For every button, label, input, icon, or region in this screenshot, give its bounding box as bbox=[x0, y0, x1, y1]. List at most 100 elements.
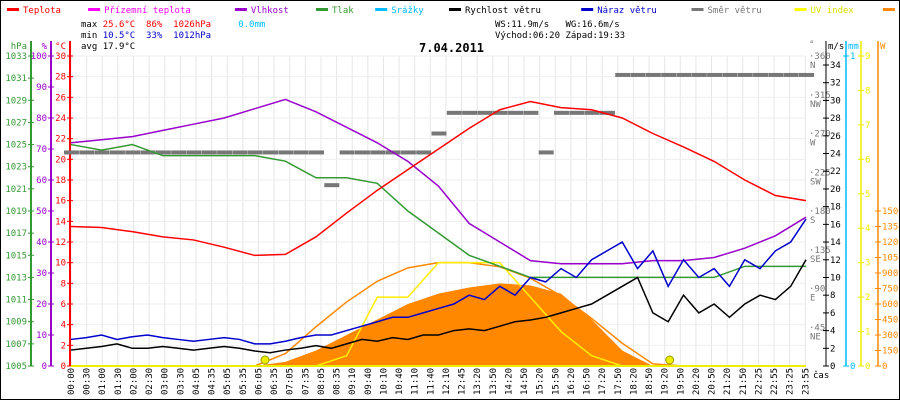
wind-tick-label: 20 bbox=[830, 185, 841, 195]
wind-direction-mark bbox=[416, 150, 432, 155]
solar-tick-label: 600 bbox=[882, 300, 898, 310]
wind-tick-label: 14 bbox=[830, 238, 841, 248]
humidity-tick-label: 0 bbox=[42, 362, 47, 372]
wind-direction-mark bbox=[431, 131, 447, 136]
direction-axis-unit: ° bbox=[809, 40, 814, 50]
x-tick-label: 10:40 bbox=[395, 368, 405, 395]
legend-swatch bbox=[882, 8, 895, 11]
x-tick-label: 15:20 bbox=[536, 368, 546, 395]
wind-direction-mark bbox=[569, 110, 585, 115]
wind-direction-mark bbox=[477, 110, 493, 115]
wind-direction-mark bbox=[263, 150, 279, 155]
direction-tick-label: ·45 bbox=[809, 323, 825, 333]
solar-tick-label: 1200 bbox=[882, 238, 899, 248]
wind-direction-mark bbox=[324, 183, 340, 188]
wind-tick-label: 30 bbox=[830, 96, 841, 106]
wind-direction-mark bbox=[247, 150, 263, 155]
wind-direction-mark bbox=[630, 72, 646, 77]
wind-tick-label: 28 bbox=[830, 114, 841, 124]
wind-direction-mark bbox=[370, 150, 386, 155]
wind-direction-mark bbox=[462, 110, 478, 115]
pressure-tick-label: 1015 bbox=[5, 251, 27, 261]
wind-direction-mark bbox=[354, 150, 370, 155]
wind-direction-mark bbox=[799, 72, 814, 77]
direction-tick-label: N bbox=[810, 61, 815, 71]
wind-direction-mark bbox=[109, 150, 125, 155]
rain-total: 0.0mm bbox=[238, 20, 266, 30]
uv-tick-label: 4 bbox=[865, 224, 870, 234]
legend-swatch bbox=[691, 8, 704, 11]
solar-tick-label: 1350 bbox=[882, 223, 899, 233]
temperature-tick-label: 12 bbox=[55, 238, 66, 248]
x-tick-label: 04:35 bbox=[208, 368, 218, 395]
wind-tick-label: 24 bbox=[830, 150, 841, 160]
legend-swatch bbox=[449, 8, 461, 11]
wind-direction-mark bbox=[645, 72, 661, 77]
temperature-tick-label: 30 bbox=[55, 52, 66, 62]
x-tick-label: 20:50 bbox=[708, 368, 718, 395]
wind-tick-label: 18 bbox=[830, 203, 841, 213]
pressure-tick-label: 1029 bbox=[5, 96, 27, 106]
temperature-tick-label: 18 bbox=[55, 176, 66, 186]
x-tick-label: 13:50 bbox=[489, 368, 499, 395]
max-label: max bbox=[81, 20, 98, 30]
wind-direction-mark bbox=[217, 150, 233, 155]
x-tick-label: 14:50 bbox=[520, 368, 530, 395]
wind-direction-mark bbox=[676, 72, 692, 77]
pressure-tick-label: 1019 bbox=[5, 207, 27, 217]
legend-label: Náraz větru bbox=[597, 6, 657, 16]
wind-tick-label: 32 bbox=[830, 79, 841, 89]
series-Tlak bbox=[70, 143, 806, 279]
avg-temp: 17.9°C bbox=[102, 42, 136, 52]
series-Náraz-větru bbox=[70, 218, 807, 345]
x-tick-label: 08:35 bbox=[333, 368, 343, 395]
temperature-tick-label: 26 bbox=[55, 93, 66, 103]
legend-label: UV index bbox=[811, 6, 855, 16]
direction-tick-label: ·270 bbox=[809, 130, 831, 140]
solar-tick-label: 300 bbox=[882, 331, 898, 341]
pressure-tick-label: 1025 bbox=[5, 141, 27, 151]
wind-direction-mark bbox=[737, 72, 753, 77]
x-axis-label: čas bbox=[813, 370, 829, 381]
solar-tick-label: 0 bbox=[882, 362, 887, 372]
temperature-tick-label: 24 bbox=[55, 114, 66, 124]
x-tick-label: 04:05 bbox=[192, 368, 202, 395]
x-tick-label: 14:20 bbox=[504, 368, 514, 395]
pressure-axis-unit: hPa bbox=[11, 42, 27, 52]
x-tick-label: 06:35 bbox=[270, 368, 280, 395]
legend-label: Teplota bbox=[23, 6, 61, 16]
wind-direction-mark bbox=[171, 150, 187, 155]
humidity-tick-label: 60 bbox=[36, 176, 47, 186]
direction-tick-label: ·225 bbox=[809, 168, 831, 178]
wind-direction-mark bbox=[155, 150, 171, 155]
pressure-tick-label: 1011 bbox=[5, 296, 27, 306]
wind-tick-label: 22 bbox=[830, 167, 841, 177]
solar-area bbox=[71, 283, 806, 366]
x-tick-label: 06:05 bbox=[254, 368, 264, 395]
wind-direction-mark bbox=[599, 110, 615, 115]
legend-swatch bbox=[794, 8, 807, 11]
x-tick-label: 09:10 bbox=[348, 368, 358, 395]
temperature-tick-label: 22 bbox=[55, 135, 66, 145]
uv-tick-label: 3 bbox=[865, 259, 870, 269]
pressure-tick-label: 1009 bbox=[5, 318, 27, 328]
humidity-tick-label: 30 bbox=[36, 269, 47, 279]
x-tick-label: 07:35 bbox=[301, 368, 311, 395]
wind-tick-label: 0 bbox=[830, 362, 835, 372]
wind-direction-mark bbox=[783, 72, 799, 77]
wind-tick-label: 6 bbox=[830, 309, 835, 319]
x-tick-label: 02:30 bbox=[145, 368, 155, 395]
x-tick-label: 18:20 bbox=[629, 368, 639, 395]
wind-direction-mark bbox=[492, 110, 508, 115]
series-Rychlost-větru bbox=[70, 259, 807, 354]
x-tick-label: 22:25 bbox=[754, 368, 764, 395]
uv-tick-label: 6 bbox=[865, 155, 870, 165]
uv-tick-label: 5 bbox=[865, 190, 870, 200]
x-tick-label: 19:50 bbox=[676, 368, 686, 395]
wind-direction-mark bbox=[339, 150, 355, 155]
wind-tick-label: 16 bbox=[830, 220, 841, 230]
wind-direction-mark bbox=[201, 150, 217, 155]
x-tick-label: 12:10 bbox=[442, 368, 452, 395]
direction-tick-label: ·180 bbox=[809, 207, 831, 217]
